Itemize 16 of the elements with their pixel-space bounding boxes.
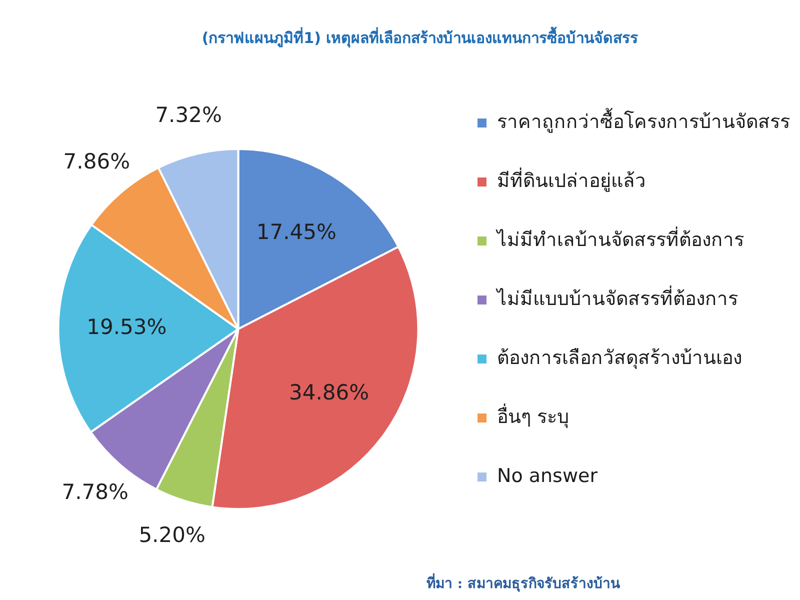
data-label: 7.78%	[62, 480, 128, 504]
legend-label: อื่นๆ ระบุ	[497, 402, 570, 429]
text: ที่มา : สมาคมธุรกิจรับสร้างบ้าน	[426, 573, 620, 592]
legend-label: มีที่ดินเปล่าอยู่แล้ว	[497, 166, 646, 192]
legend-label: No answer	[497, 464, 598, 487]
data-label: 17.45%	[256, 220, 336, 244]
legend-label: ไม่มีทำเลบ้านจัดสรรที่ต้องการ	[495, 226, 744, 251]
legend-label: ต้องการเลือกวัสดุสร้างบ้านเอง	[497, 346, 742, 370]
data-label: 19.53%	[86, 315, 167, 340]
data-label: 34.86%	[288, 380, 370, 404]
data-label: 7.86%	[63, 150, 130, 174]
chart-title: (กราฟแผนภูมิที่1) เหตุผลที่เลือกสร้างบ้านเองแทนการซื้อบ้านจัดสรร	[202, 26, 640, 48]
data-label: 7.32%	[155, 103, 222, 128]
legend-label: ไม่มีแบบบ้านจัดสรรที่ต้องการ	[495, 284, 738, 310]
data-label: 5.20%	[138, 523, 206, 548]
legend-label: ราคาถูกกว่าซื้อโครงการบ้านจัดสรร	[497, 108, 790, 133]
